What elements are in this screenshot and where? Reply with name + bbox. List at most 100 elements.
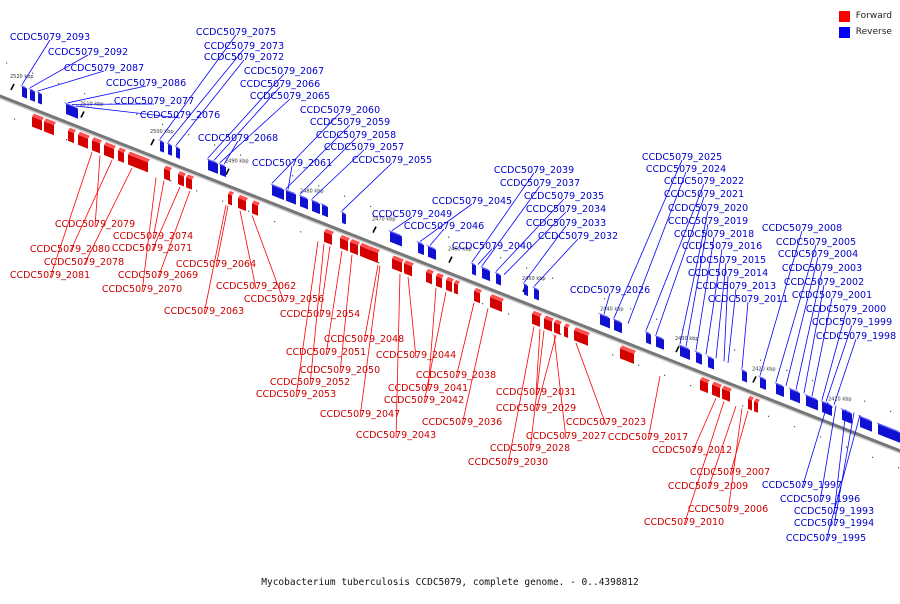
gene-label-text: CCDC5079_2033 <box>526 218 606 229</box>
gene-label-text: CCDC5079_2029 <box>496 403 576 414</box>
guide-dot <box>794 426 795 427</box>
forward-gene[interactable] <box>532 311 542 327</box>
forward-gene[interactable] <box>350 239 360 255</box>
reverse-gene[interactable] <box>270 183 284 200</box>
gene-label-text: CCDC5079_2002 <box>784 277 864 288</box>
forward-gene[interactable] <box>544 315 554 331</box>
gene-shape <box>30 90 35 102</box>
forward-gene[interactable] <box>32 114 44 131</box>
reverse-gene[interactable] <box>694 350 702 364</box>
reverse-gene[interactable] <box>774 382 784 397</box>
reverse-gene[interactable] <box>20 85 27 99</box>
forward-gene[interactable] <box>748 396 754 411</box>
gene-label-text: CCDC5079_2075 <box>196 27 276 38</box>
reverse-gene[interactable] <box>758 376 766 390</box>
gene-shape <box>22 87 27 99</box>
gene-shape <box>748 399 752 411</box>
forward-gene[interactable] <box>700 377 710 393</box>
reverse-gene[interactable] <box>876 422 892 440</box>
reverse-gene[interactable] <box>480 266 490 281</box>
reverse-gene[interactable] <box>858 415 872 432</box>
guide-dot <box>188 134 189 135</box>
forward-gene[interactable] <box>238 195 248 211</box>
forward-gene[interactable] <box>78 132 90 149</box>
reverse-gene[interactable] <box>426 245 436 260</box>
reverse-gene[interactable] <box>494 272 501 286</box>
gene-label-text: CCDC5079_2019 <box>668 216 748 227</box>
gene-label-text: CCDC5079_2055 <box>352 155 432 166</box>
forward-gene[interactable] <box>474 288 482 303</box>
reverse-gene[interactable] <box>28 88 35 102</box>
reverse-gene[interactable] <box>470 262 476 276</box>
forward-gene[interactable] <box>564 323 570 338</box>
gene-label-text: CCDC5079_2018 <box>674 229 754 240</box>
forward-gene[interactable] <box>68 128 76 143</box>
gene-label-text: CCDC5079_2087 <box>64 63 144 74</box>
reverse-gene[interactable] <box>788 387 800 403</box>
gene-shape <box>38 93 42 105</box>
gene-label-text: CCDC5079_2056 <box>244 294 324 305</box>
forward-gene[interactable] <box>104 142 116 159</box>
reverse-gene[interactable] <box>206 158 218 174</box>
guide-dot <box>84 93 85 94</box>
forward-gene-label: CCDC5079_2062 <box>216 211 296 292</box>
forward-gene[interactable] <box>754 398 760 413</box>
forward-gene[interactable] <box>252 200 260 215</box>
gene-shape <box>822 402 832 416</box>
forward-gene[interactable] <box>722 386 732 402</box>
reverse-gene[interactable] <box>532 287 539 301</box>
reverse-gene[interactable] <box>416 241 424 255</box>
forward-gene[interactable] <box>454 280 460 295</box>
reverse-gene[interactable] <box>340 211 346 225</box>
forward-gene[interactable] <box>44 118 56 135</box>
callout-line <box>408 277 416 358</box>
gene-shape <box>176 147 180 159</box>
forward-gene[interactable] <box>178 171 186 186</box>
reverse-gene[interactable] <box>706 355 714 369</box>
reverse-gene[interactable] <box>804 394 818 411</box>
legend-reverse-label: Reverse <box>856 24 892 40</box>
gene-label-text: CCDC5079_2032 <box>538 231 618 242</box>
reverse-gene[interactable] <box>388 230 402 247</box>
reverse-gene[interactable] <box>678 344 690 360</box>
forward-gene-label: CCDC5079_2079 <box>55 155 135 230</box>
reverse-gene[interactable] <box>284 189 296 205</box>
gene-shape <box>286 191 296 205</box>
forward-gene[interactable] <box>186 174 194 189</box>
guide-dot <box>58 83 59 84</box>
reverse-gene[interactable] <box>174 145 180 159</box>
reverse-gene[interactable] <box>36 91 42 105</box>
reverse-gene[interactable] <box>158 139 164 153</box>
tick-label: 2500 kbp <box>150 129 174 135</box>
gene-label-text: CCDC5079_2042 <box>384 395 464 406</box>
forward-gene[interactable] <box>436 273 444 288</box>
forward-gene[interactable] <box>426 269 434 284</box>
forward-gene[interactable] <box>324 229 334 245</box>
forward-gene[interactable] <box>404 260 414 276</box>
forward-gene[interactable] <box>228 191 234 206</box>
reverse-gene[interactable] <box>320 203 328 217</box>
forward-gene[interactable] <box>712 382 722 398</box>
forward-gene[interactable] <box>392 256 404 273</box>
forward-gene[interactable] <box>340 235 350 251</box>
forward-gene[interactable] <box>164 166 172 181</box>
forward-gene[interactable] <box>368 246 380 263</box>
reverse-gene[interactable] <box>522 283 528 297</box>
reverse-gene[interactable] <box>218 163 226 177</box>
reverse-gene[interactable] <box>612 318 622 333</box>
reverse-gene[interactable] <box>166 142 172 156</box>
forward-gene[interactable] <box>554 319 562 334</box>
gene-label-text: CCDC5079_2043 <box>356 430 436 441</box>
reverse-gene[interactable] <box>310 199 320 214</box>
forward-gene[interactable] <box>446 277 454 292</box>
tick-mark <box>151 139 154 145</box>
reverse-gene[interactable] <box>598 313 610 329</box>
reverse-gene[interactable] <box>298 194 308 209</box>
gene-label-text: CCDC5079_2022 <box>664 176 744 187</box>
reverse-gene[interactable] <box>654 335 664 350</box>
gene-label-text: CCDC5079_2016 <box>682 241 762 252</box>
reverse-gene[interactable] <box>740 368 747 382</box>
reverse-gene[interactable] <box>644 331 651 345</box>
forward-gene[interactable] <box>92 137 102 153</box>
forward-gene[interactable] <box>118 148 126 163</box>
